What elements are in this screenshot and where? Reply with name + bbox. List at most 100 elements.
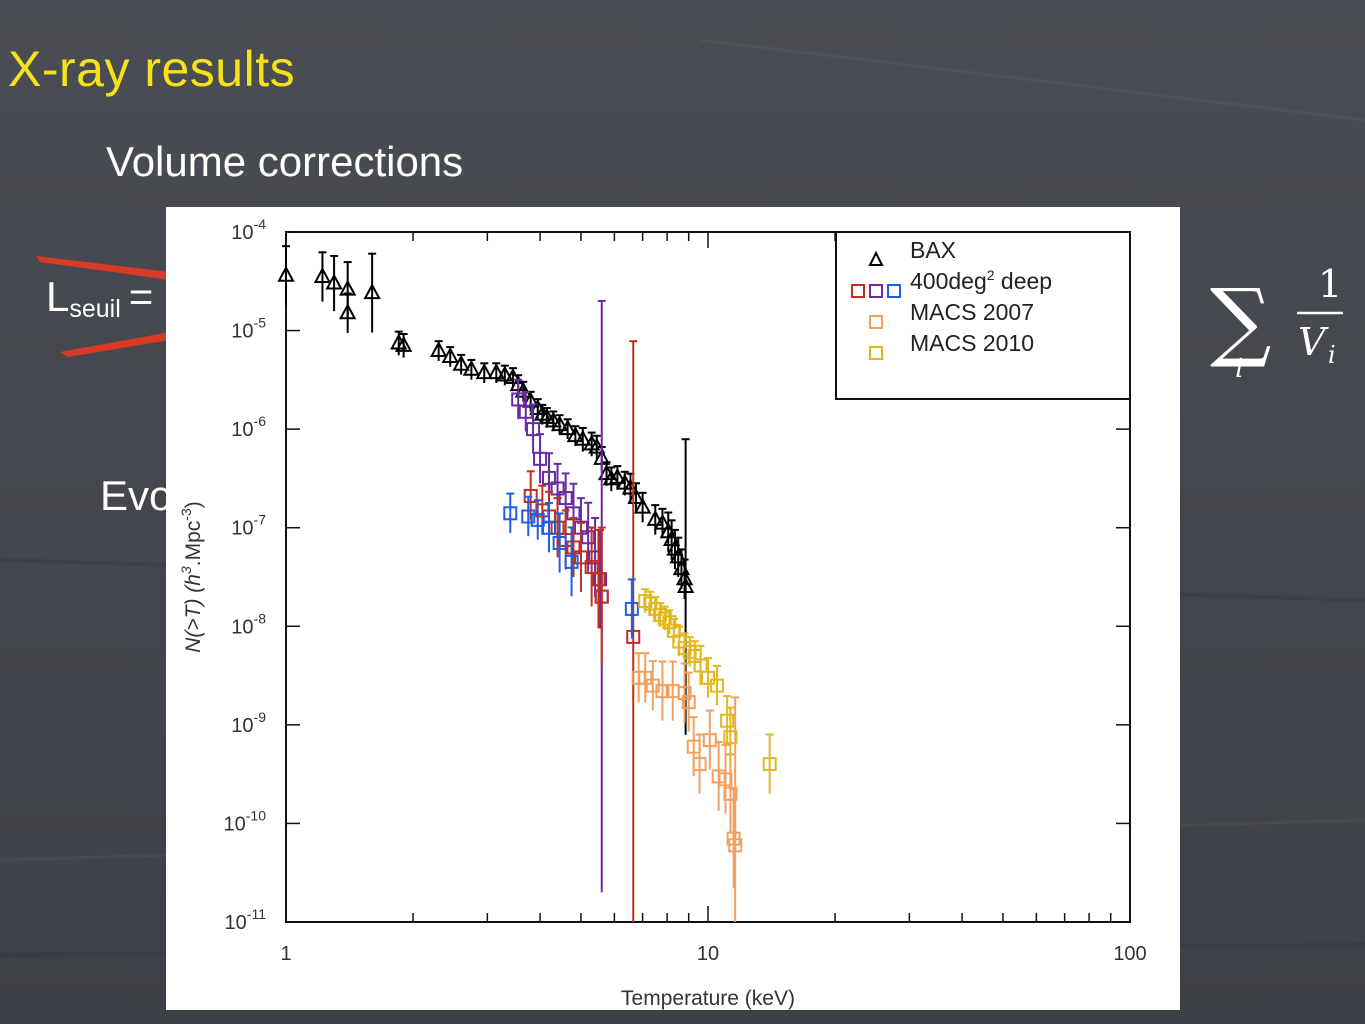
svg-text:i: i — [1328, 341, 1336, 369]
data-point — [608, 467, 627, 484]
data-point — [633, 497, 652, 514]
bullet-volume-corrections: Volume corrections — [106, 138, 464, 185]
data-point — [504, 367, 522, 385]
data-point — [675, 569, 694, 586]
series-3 — [503, 492, 639, 639]
y-axis-title: N(>T) (h3.Mpc-3) — [178, 501, 205, 653]
data-point — [709, 678, 724, 693]
data-point — [544, 411, 562, 428]
lseuil-symbol: L — [46, 273, 70, 320]
svg-text:V: V — [1298, 320, 1329, 364]
data-point — [677, 686, 692, 701]
data-point — [558, 419, 577, 436]
legend: BAX 400deg2 deep MACS 2007 MACS 2010 — [835, 231, 1131, 400]
data-point — [564, 554, 579, 569]
data-point — [692, 757, 707, 772]
data-point — [693, 658, 708, 673]
data-point — [503, 506, 518, 521]
data-point — [452, 354, 470, 371]
data-point — [616, 473, 634, 490]
x-axis-ticks: 1 10 100 — [280, 232, 1147, 965]
bullet-evolution: Evo — [100, 472, 173, 519]
data-point — [594, 589, 609, 604]
legend-label: BAX — [910, 237, 956, 263]
y-tick-label: 10-10 — [224, 807, 267, 835]
data-point — [701, 670, 715, 685]
data-point — [718, 772, 733, 787]
data-point — [550, 414, 569, 432]
y-tick-label: 10-9 — [231, 709, 266, 737]
data-point — [511, 392, 526, 407]
y-tick-label: 10-4 — [231, 216, 266, 244]
data-point — [441, 346, 459, 363]
svg-text:1: 1 — [1318, 262, 1342, 306]
data-point — [723, 730, 738, 745]
data-point — [313, 266, 332, 283]
data-point — [518, 404, 533, 419]
legend-box — [835, 231, 1131, 400]
legend-marker — [869, 284, 883, 298]
red-highlight-mark — [36, 256, 170, 280]
data-point — [487, 363, 505, 380]
y-axis-ticks: 10-4 10-5 10-6 10-7 10-8 10-9 10-10 10-11 — [224, 216, 1130, 934]
data-point — [573, 550, 588, 565]
data-point — [538, 407, 556, 424]
data-point — [552, 535, 567, 550]
legend-marker — [869, 315, 883, 329]
red-highlight-mark-2 — [60, 332, 170, 357]
svg-text:i: i — [1235, 354, 1243, 384]
svg-text:∑: ∑ — [1210, 271, 1271, 371]
data-point — [542, 520, 557, 535]
legend-label: MACS 2010 — [910, 330, 1034, 356]
y-tick-label: 10-11 — [225, 906, 267, 934]
data-point — [550, 520, 565, 535]
series-4 — [631, 652, 743, 922]
data-point — [530, 512, 545, 527]
x-tick-label: 10 — [697, 943, 719, 965]
data-point — [526, 422, 541, 437]
data-point — [462, 359, 481, 376]
chart-panel: 10-4 10-5 10-6 10-7 10-8 10-9 10-10 10-11 1 10 10… — [166, 207, 1180, 1010]
data-point — [662, 615, 677, 630]
data-point — [566, 540, 581, 555]
data-point — [496, 365, 514, 382]
data-point — [723, 786, 738, 801]
data-point — [624, 601, 639, 616]
temperature-function-chart: 10-4 10-5 10-6 10-7 10-8 10-9 10-10 10-11 1 10 10… — [178, 216, 1147, 1010]
legend-marker — [851, 284, 865, 298]
data-point — [655, 684, 670, 699]
data-point — [676, 576, 695, 594]
series-5 — [638, 588, 777, 794]
data-point — [626, 629, 641, 644]
data-point — [638, 670, 653, 685]
legend-label: 400deg2 deep — [910, 267, 1052, 294]
data-point — [591, 572, 606, 587]
legend-label: MACS 2007 — [910, 299, 1034, 325]
data-point — [338, 303, 357, 320]
data-point — [521, 509, 536, 524]
legend-marker — [869, 346, 883, 360]
legend-marker — [868, 250, 884, 266]
data-series — [277, 245, 777, 922]
data-point — [277, 265, 295, 282]
volume-sum-formula: L ∑ i 1 V i — [1151, 262, 1343, 384]
x-tick-label: 100 — [1113, 943, 1146, 965]
x-axis-title: Temperature (keV) — [621, 987, 795, 1010]
series-0 — [277, 245, 695, 735]
y-tick-label: 10-5 — [231, 315, 266, 343]
data-point — [681, 695, 696, 710]
data-point — [702, 733, 717, 748]
data-point — [363, 282, 381, 300]
y-tick-label: 10-8 — [231, 610, 266, 638]
data-point — [728, 838, 743, 853]
data-point — [475, 363, 493, 380]
slide-title: X-ray results — [8, 41, 296, 97]
data-point — [653, 513, 672, 530]
lseuil-subscript: seuil — [69, 295, 121, 323]
data-point — [682, 644, 697, 659]
data-point — [574, 429, 592, 446]
data-point — [602, 469, 620, 486]
data-point — [646, 509, 664, 526]
data-point — [394, 335, 413, 352]
data-point — [429, 340, 448, 358]
